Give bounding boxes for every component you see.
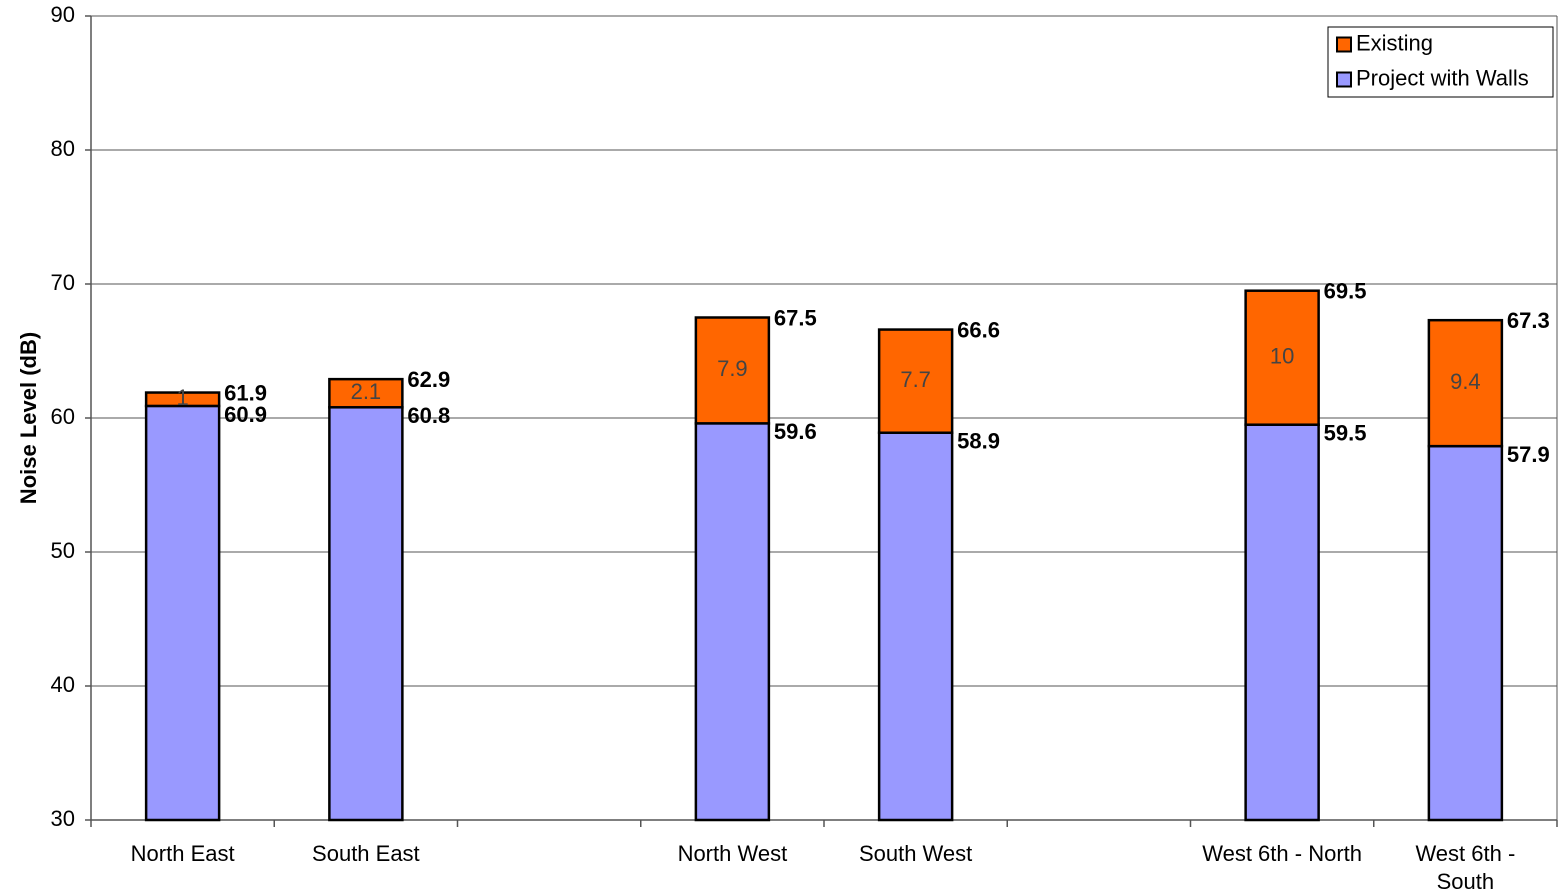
value-label: 60.8	[407, 403, 450, 428]
total-label: 69.5	[1324, 279, 1367, 304]
total-label: 67.5	[774, 305, 817, 330]
legend-swatch	[1336, 36, 1352, 53]
y-axis-label: Noise Level (dB)	[16, 332, 41, 504]
x-tick-label: South East	[312, 841, 420, 866]
y-tick-label: 30	[51, 806, 75, 831]
bar-segment	[877, 431, 954, 822]
bar-segment	[144, 391, 221, 408]
y-tick-label: 80	[51, 136, 75, 161]
bar-segment	[1244, 423, 1320, 822]
value-label: 59.6	[774, 419, 817, 444]
x-tick-label: West 6th - South	[1415, 841, 1516, 894]
total-label: 66.6	[957, 317, 1000, 342]
legend-label: Project with Walls	[1356, 65, 1529, 90]
value-label: 57.9	[1507, 442, 1550, 467]
y-tick-label: 60	[51, 404, 75, 429]
bar-segment	[328, 406, 404, 822]
bar-segment	[1427, 318, 1504, 448]
total-label: 67.3	[1507, 308, 1550, 333]
value-label: 58.9	[957, 429, 1000, 454]
bar-segment	[1244, 289, 1320, 426]
y-tick-label: 90	[51, 2, 75, 27]
total-label: 61.9	[224, 380, 267, 405]
legend-label: Existing	[1356, 30, 1433, 55]
bar-segment	[1427, 444, 1504, 822]
bar-segment	[694, 316, 771, 425]
x-tick-label: North West	[677, 841, 788, 866]
value-label: 2.1	[351, 379, 382, 404]
y-tick-label: 50	[51, 538, 75, 563]
bar-segment	[144, 404, 221, 822]
value-label: 60.9	[224, 402, 267, 427]
total-label: 62.9	[407, 367, 450, 392]
legend-box	[1327, 26, 1554, 98]
value-label: 9.4	[1450, 369, 1481, 394]
bar-segment	[328, 377, 404, 409]
value-label: 10	[1270, 344, 1294, 369]
x-tick-label: North East	[130, 841, 235, 866]
value-label: 59.5	[1324, 421, 1367, 446]
value-label: 7.9	[717, 356, 748, 381]
value-label: 7.7	[900, 367, 931, 392]
y-tick-label: 70	[51, 270, 75, 295]
legend-swatch	[1336, 71, 1352, 88]
x-tick-label: West 6th - North	[1202, 841, 1362, 866]
bar-segment	[877, 328, 954, 434]
x-tick-label: South West	[858, 841, 973, 866]
bar-segment	[694, 422, 771, 822]
value-label: 1	[177, 385, 189, 410]
y-tick-label: 40	[51, 672, 75, 697]
